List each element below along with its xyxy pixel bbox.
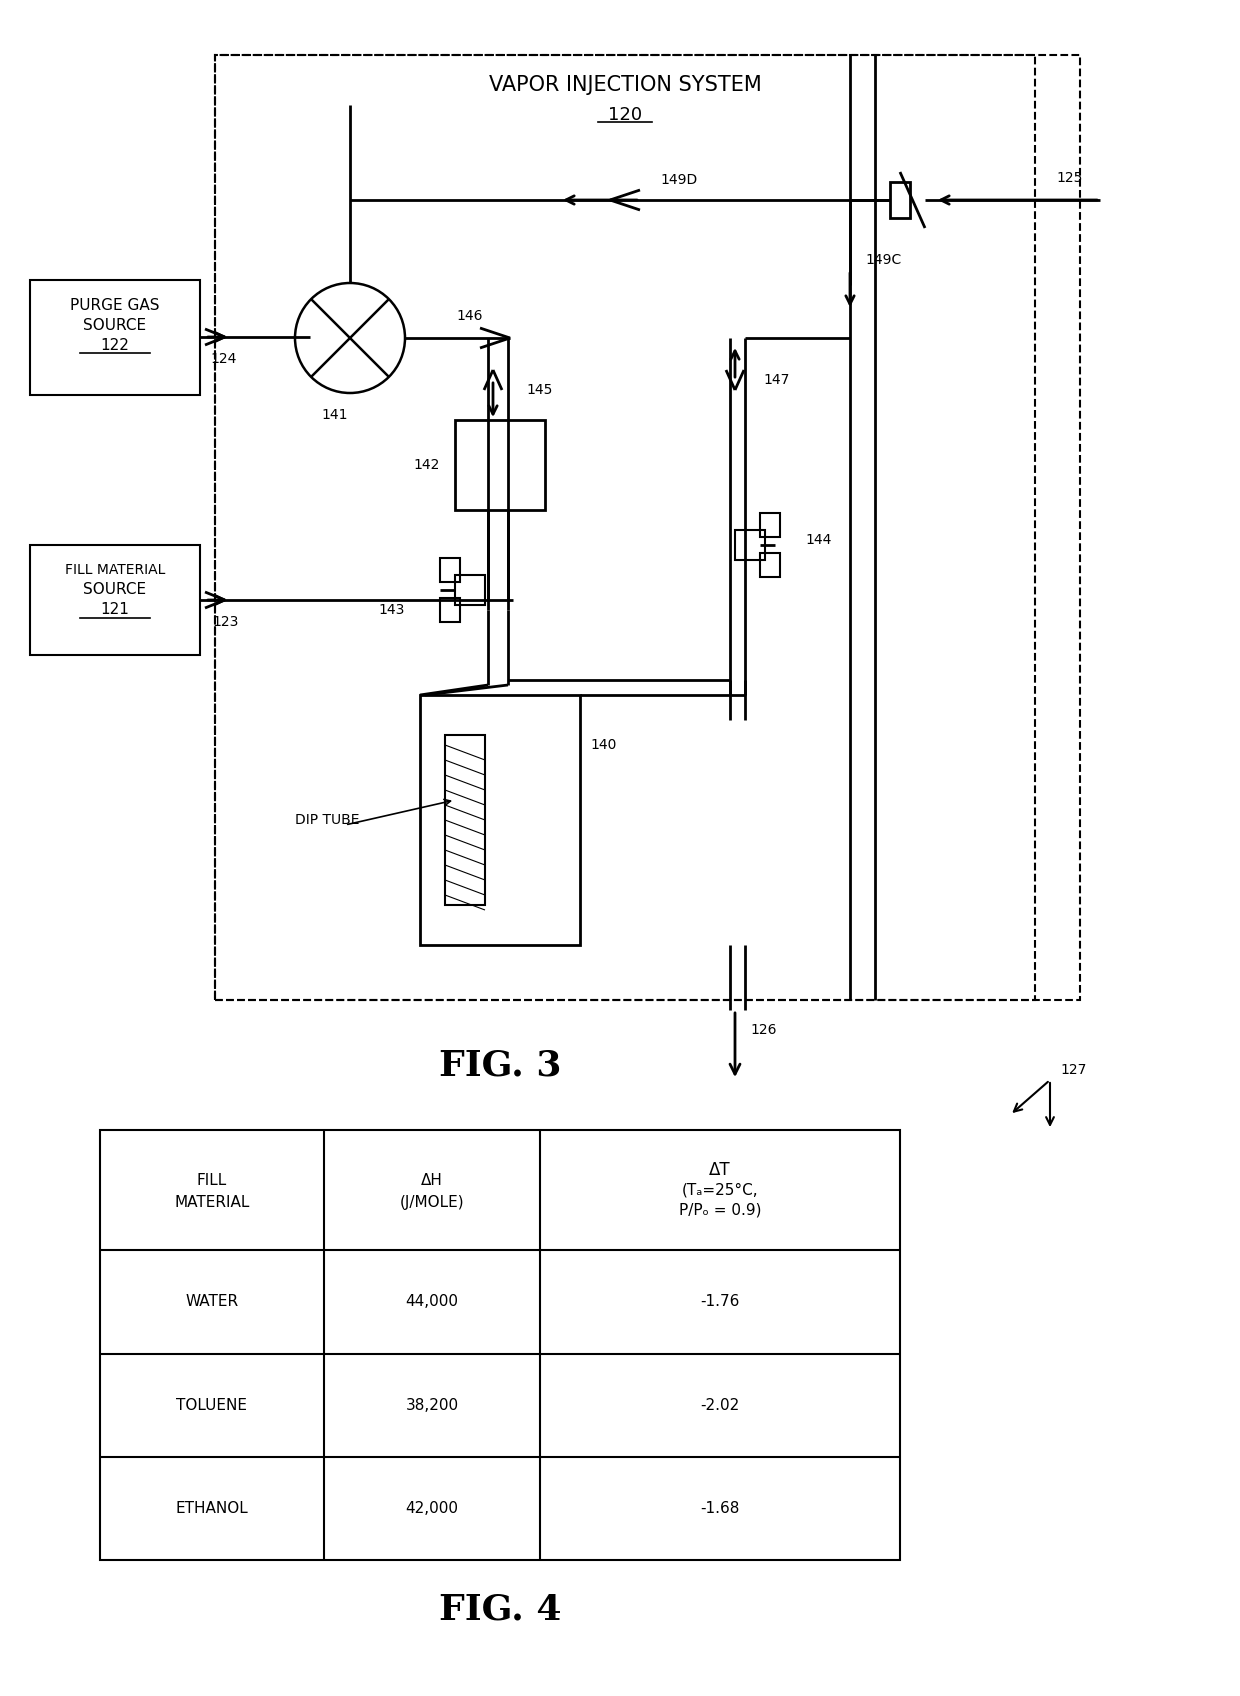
Text: 125: 125 (1056, 171, 1084, 185)
Text: FILL MATERIAL: FILL MATERIAL (64, 563, 165, 577)
Text: 142: 142 (414, 458, 440, 471)
Text: FILL: FILL (197, 1172, 227, 1187)
Text: FIG. 3: FIG. 3 (439, 1048, 562, 1082)
Text: 38,200: 38,200 (405, 1398, 459, 1413)
Text: 42,000: 42,000 (405, 1501, 459, 1516)
Text: -2.02: -2.02 (701, 1398, 739, 1413)
Text: 127: 127 (1060, 1063, 1086, 1077)
Text: SOURCE: SOURCE (83, 582, 146, 597)
Text: 145: 145 (526, 383, 552, 397)
Bar (760, 553, 780, 577)
Text: WATER: WATER (186, 1294, 238, 1309)
Text: 126: 126 (750, 1023, 776, 1036)
Bar (100, 1130, 900, 1560)
Bar (30, 280, 200, 395)
Text: PURGE GAS: PURGE GAS (71, 297, 160, 312)
Text: DIP TUBE: DIP TUBE (295, 812, 360, 828)
Bar (215, 54, 1080, 1001)
Bar (735, 529, 765, 560)
Bar (455, 575, 485, 605)
Text: (J/MOLE): (J/MOLE) (399, 1194, 464, 1209)
Text: SOURCE: SOURCE (83, 317, 146, 332)
Text: FIG. 4: FIG. 4 (439, 1593, 562, 1626)
Bar (455, 421, 546, 510)
Text: VAPOR INJECTION SYSTEM: VAPOR INJECTION SYSTEM (489, 75, 761, 95)
Bar (440, 599, 460, 622)
Text: 149D: 149D (660, 173, 697, 187)
Text: ΔH: ΔH (422, 1172, 443, 1187)
Text: 141: 141 (321, 409, 348, 422)
Text: TOLUENE: TOLUENE (176, 1398, 248, 1413)
Text: 144: 144 (805, 533, 831, 548)
Text: 123: 123 (212, 616, 238, 629)
Text: 147: 147 (763, 373, 790, 387)
Text: 124: 124 (210, 353, 237, 366)
Bar (420, 695, 580, 945)
Text: ΔT: ΔT (709, 1162, 730, 1179)
Bar (760, 512, 780, 538)
Text: P/Pₒ = 0.9): P/Pₒ = 0.9) (678, 1202, 761, 1218)
Text: 44,000: 44,000 (405, 1294, 459, 1309)
Text: 149C: 149C (866, 253, 901, 266)
Text: 143: 143 (378, 604, 405, 617)
Text: (Tₐ=25°C,: (Tₐ=25°C, (682, 1182, 759, 1197)
Bar (445, 734, 485, 906)
Text: MATERIAL: MATERIAL (175, 1194, 249, 1209)
Text: 120: 120 (608, 105, 642, 124)
Text: 122: 122 (100, 338, 129, 353)
Text: -1.68: -1.68 (701, 1501, 740, 1516)
Bar (30, 544, 200, 655)
Text: ETHANOL: ETHANOL (176, 1501, 248, 1516)
Bar (890, 181, 910, 219)
Text: 146: 146 (456, 309, 484, 322)
Bar (215, 54, 1035, 1001)
Text: -1.76: -1.76 (701, 1294, 740, 1309)
Text: 140: 140 (590, 738, 616, 751)
Bar (440, 558, 460, 582)
Text: 121: 121 (100, 602, 129, 617)
